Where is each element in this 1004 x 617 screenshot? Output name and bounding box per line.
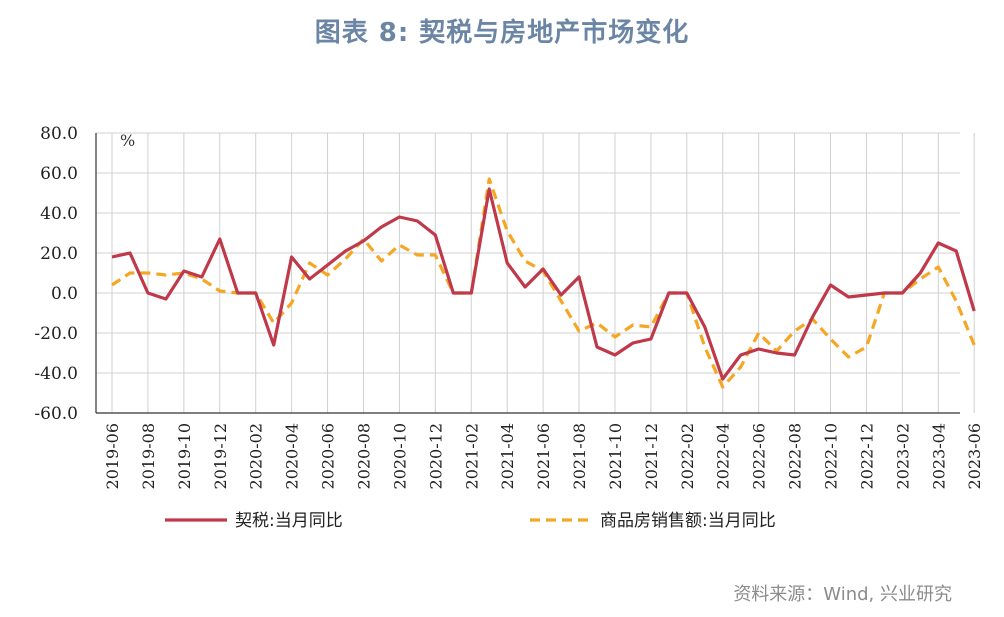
grid-layer [96, 132, 975, 414]
source-note: 资料来源：Wind, 兴业研究 [733, 584, 952, 605]
y-tick-label: 40.0 [40, 204, 78, 224]
x-tick-label: 2020-06 [319, 423, 338, 489]
series-layer [111, 177, 976, 389]
x-tick-label: 2021-02 [462, 423, 481, 489]
x-tick-label: 2020-04 [283, 423, 302, 489]
x-tick-label: 2019-12 [211, 423, 230, 489]
x-tick-label: 2022-12 [857, 423, 876, 489]
x-tick-label: 2022-04 [714, 423, 733, 489]
x-tick-label: 2020-08 [354, 423, 373, 489]
y-tick-label: -40.0 [34, 364, 78, 384]
x-tick-label: 2021-06 [534, 423, 553, 489]
chart-title: 图表 8: 契税与房地产市场变化 [314, 18, 690, 48]
axis-layer: 80.0 60.0 40.0 20.0 0.0 -20.0 -40.0 -60.0 2019-0… [34, 124, 984, 489]
unit-label: % [120, 131, 135, 150]
x-tick-label: 2019-10 [175, 423, 194, 489]
y-tick-label: 20.0 [40, 244, 78, 264]
x-tick-label: 2023-02 [893, 423, 912, 489]
x-tick-label: 2022-08 [786, 423, 805, 489]
y-tick-label: 0.0 [51, 284, 78, 304]
legend: 契税:当月同比 商品房销售额:当月同比 [165, 511, 776, 531]
x-tick-label: 2020-02 [247, 423, 266, 489]
x-tick-label: 2022-06 [750, 423, 769, 489]
x-tick-label: 2023-04 [929, 423, 948, 489]
x-tick-label: 2022-02 [678, 423, 697, 489]
x-tick-label: 2021-12 [642, 423, 661, 489]
x-tick-label: 2023-06 [965, 423, 984, 489]
x-tick-label: 2021-04 [498, 423, 517, 489]
x-tick-label: 2020-10 [390, 423, 409, 489]
y-tick-label: -20.0 [34, 324, 78, 344]
y-tick-label: 80.0 [40, 124, 78, 144]
series-line-1 [111, 187, 976, 381]
x-tick-label: 2022-10 [822, 423, 841, 489]
legend-label-1: 契税:当月同比 [235, 511, 343, 531]
y-tick-label: -60.0 [34, 404, 78, 424]
x-tick-label: 2019-06 [103, 423, 122, 489]
x-tick-label: 2020-12 [426, 423, 445, 489]
x-tick-label: 2021-10 [606, 423, 625, 489]
y-tick-label: 60.0 [40, 164, 78, 184]
x-tick-label: 2019-08 [139, 423, 158, 489]
x-tick-label: 2021-08 [570, 423, 589, 489]
legend-label-2: 商品房销售额:当月同比 [600, 511, 776, 531]
